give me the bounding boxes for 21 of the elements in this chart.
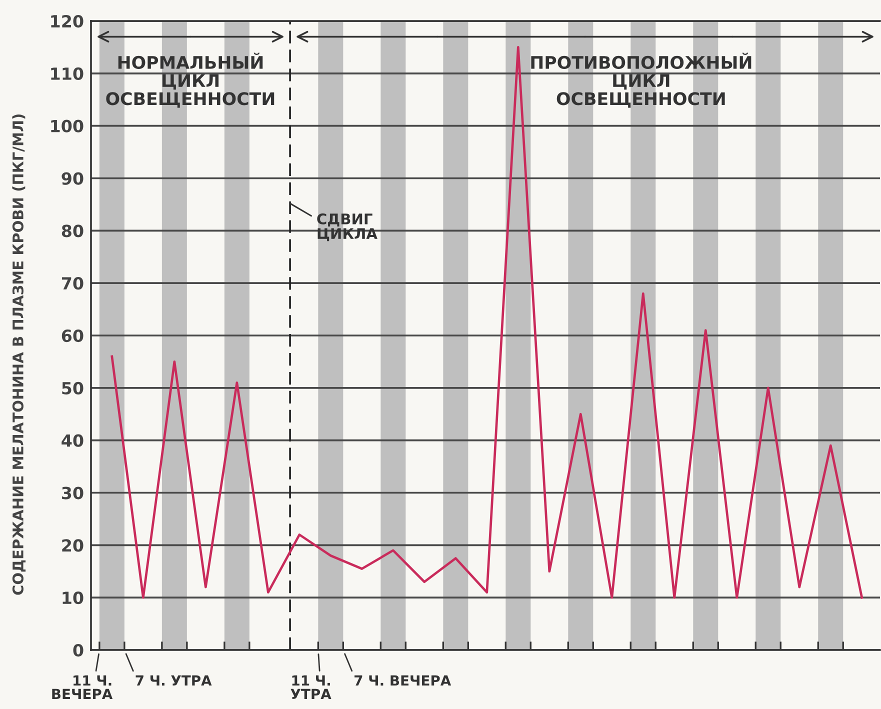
- y-tick-label: 20: [62, 539, 84, 552]
- annotation: СДВИГ ЦИКЛА: [317, 213, 378, 242]
- y-tick-label: 100: [51, 120, 84, 132]
- y-tick-label: 0: [73, 644, 84, 657]
- y-tick-label: 60: [62, 329, 84, 342]
- y-tick-label: 110: [51, 67, 84, 80]
- text: 11 Ч. ВЕЧЕРА: [52, 675, 113, 699]
- y-tick-label: 90: [62, 172, 84, 185]
- y-tick-label: 50: [62, 382, 84, 394]
- y-tick-label: 30: [62, 486, 84, 500]
- text: 7 Ч. ВЕЧЕРА: [354, 675, 452, 686]
- y-tick-label: 80: [62, 224, 84, 238]
- y-tick-label: 10: [62, 592, 84, 604]
- y-tick-label: 40: [62, 434, 84, 447]
- y-axis-title: СОДЕРЖАНИЕ МЕЛАТОНИНА В ПЛАЗМЕ КРОВИ (ПКГ/МЛ): [12, 114, 26, 595]
- text: 11 Ч. УТРА: [290, 675, 332, 699]
- annotation: НОРМАЛЬНЫЙ ЦИКЛ ОСВЕЩЕННОСТИ: [106, 52, 274, 108]
- y-tick-label: 120: [51, 14, 84, 28]
- annotation: ПРОТИВОПОЛОЖНЫЙ ЦИКЛ ОСВЕЩЕННОСТИ: [531, 52, 752, 108]
- text: 7 Ч. УТРА: [136, 675, 212, 686]
- y-tick-label: 70: [62, 277, 84, 290]
